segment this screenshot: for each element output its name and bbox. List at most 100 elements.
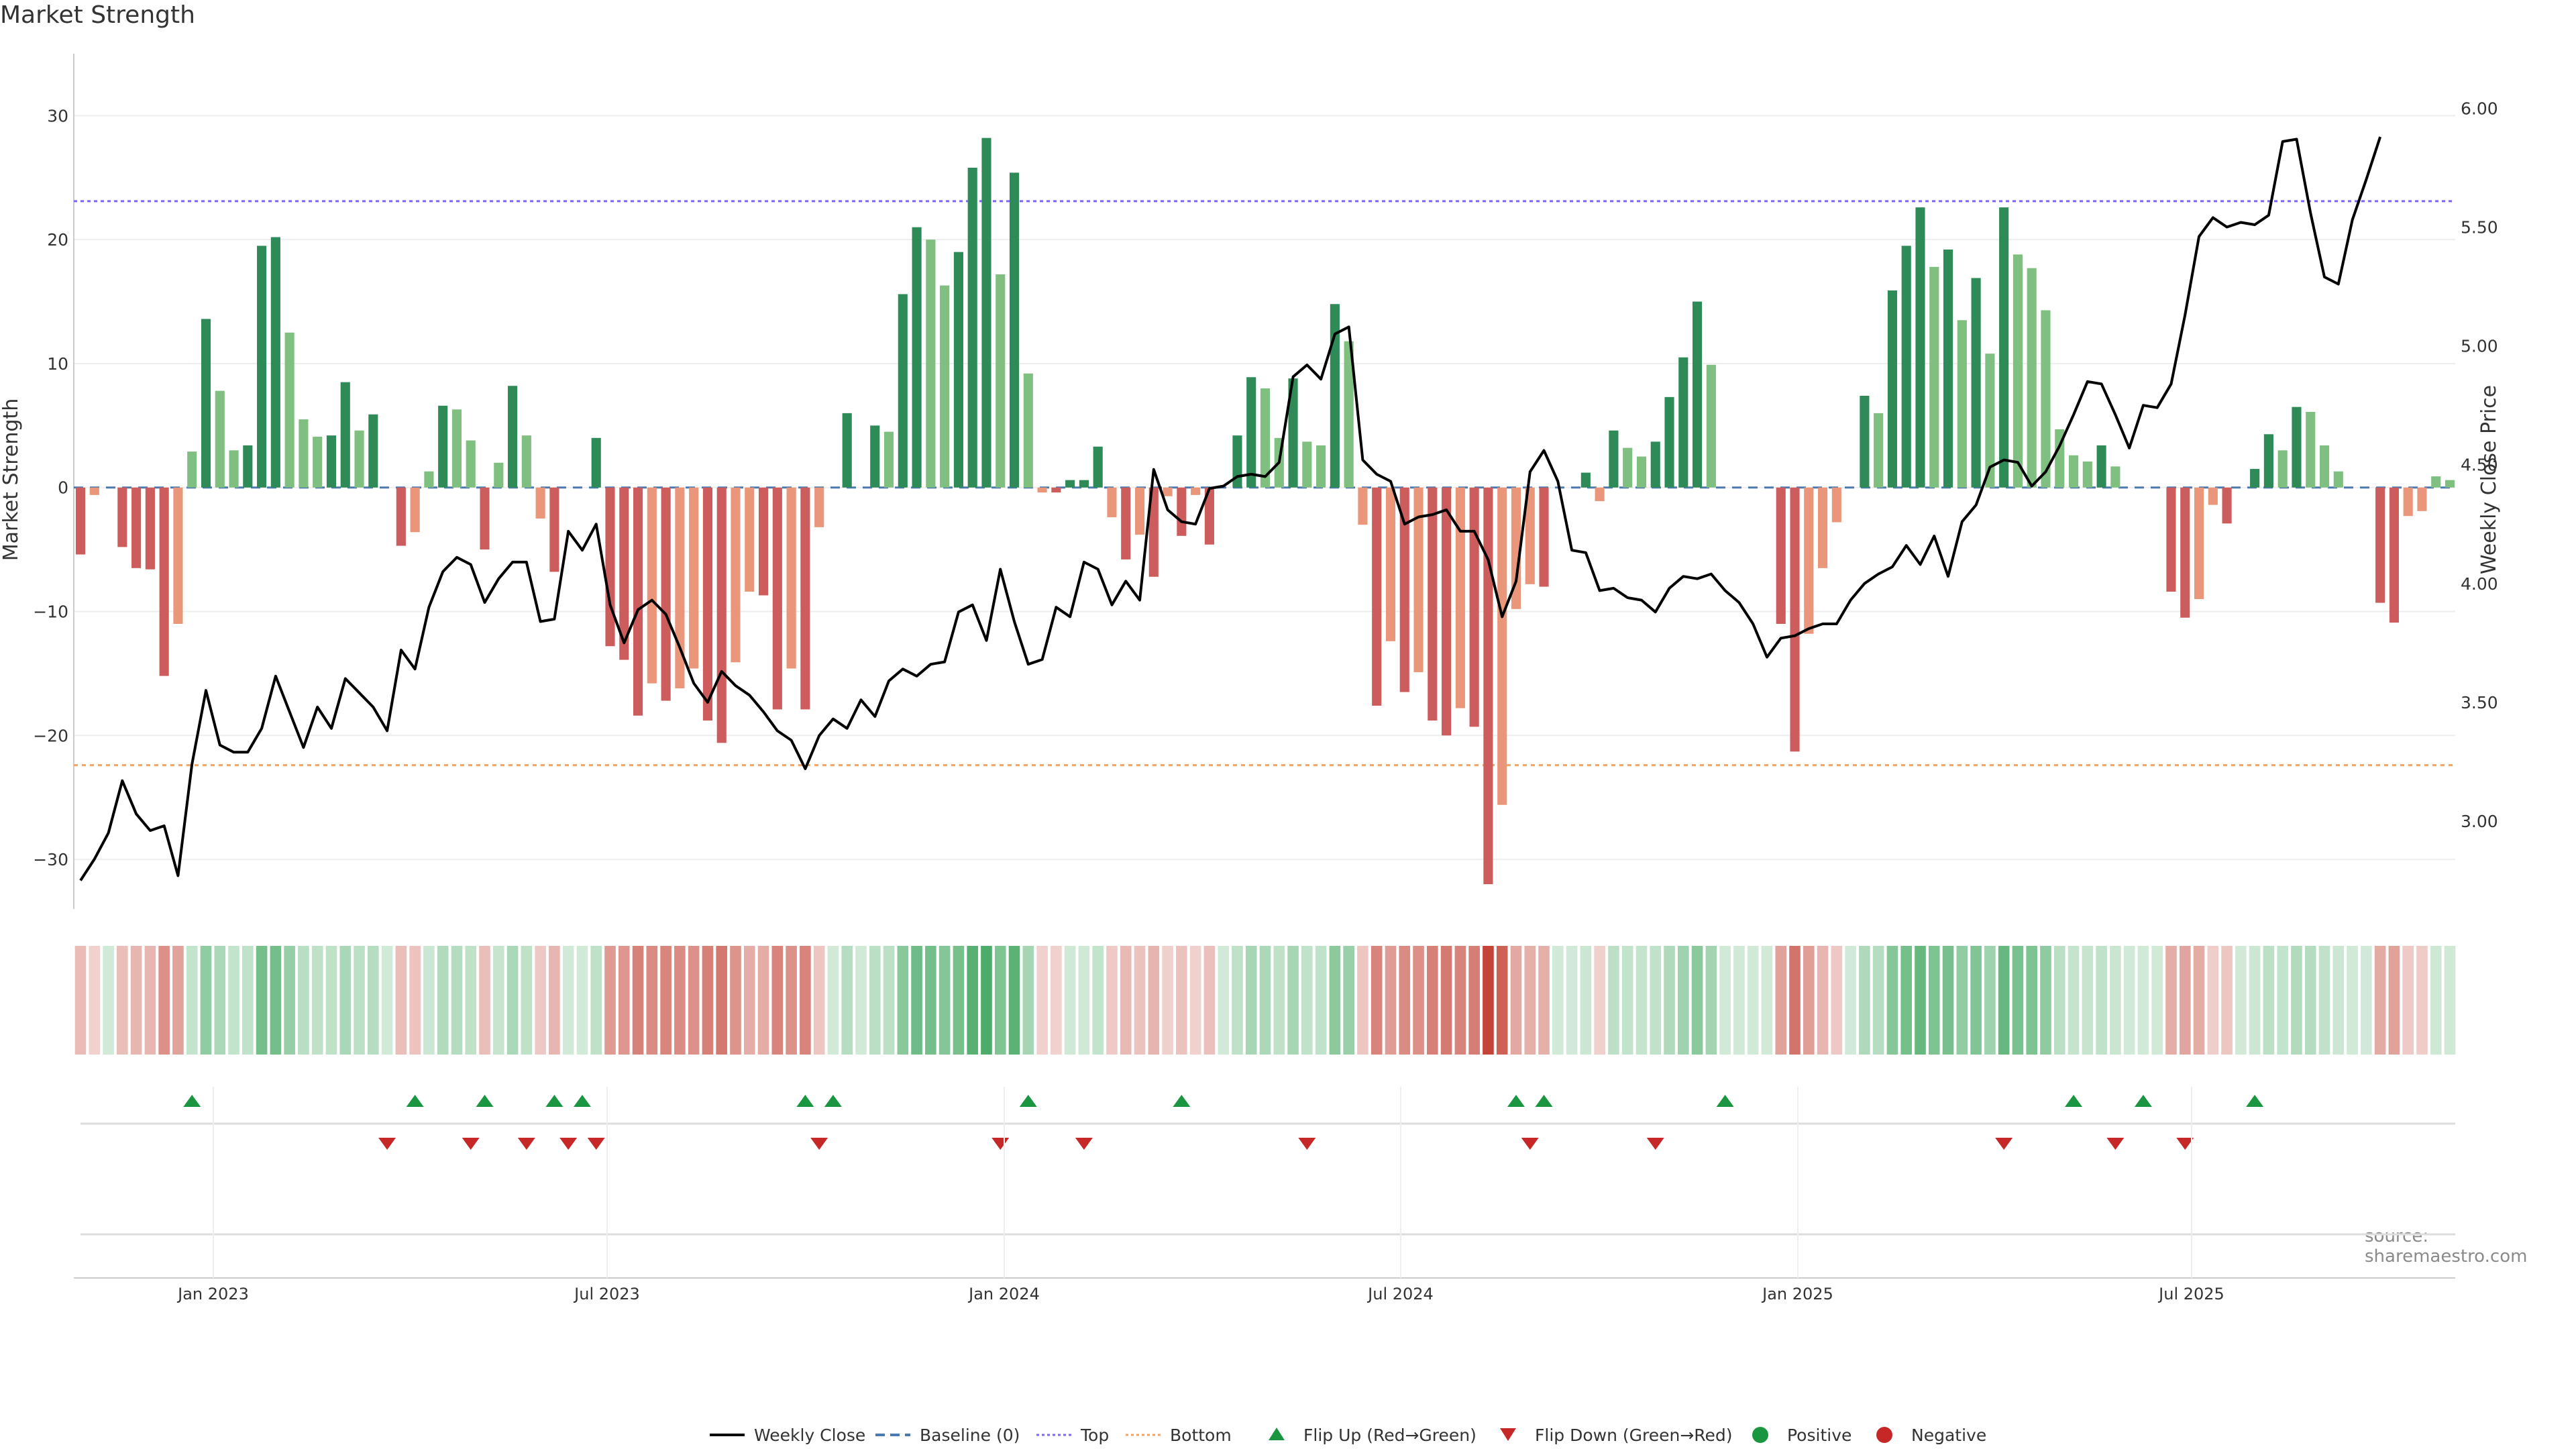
flip-up-marker [1535, 1095, 1553, 1107]
strength-bar [1372, 487, 1382, 706]
heat-cell [521, 946, 533, 1055]
strength-bar [2403, 487, 2413, 517]
heat-cell [2207, 946, 2219, 1055]
strength-bar [117, 487, 127, 547]
strength-bar [1079, 480, 1089, 488]
heat-cell [158, 946, 170, 1055]
y-tick-label: 20 [47, 230, 68, 250]
strength-bar [1817, 487, 1828, 568]
legend-label: Top [1080, 1426, 1109, 1445]
chart-title: Market Strength [0, 1, 195, 29]
heat-cell [1538, 946, 1550, 1055]
heat-cell [1942, 946, 1954, 1055]
heat-cell [2110, 946, 2121, 1055]
heat-cell [1413, 946, 1424, 1055]
strength-bar [159, 487, 169, 676]
strength-bar [396, 487, 406, 546]
strength-bar [926, 239, 936, 488]
heat-cell [953, 946, 965, 1055]
legend-label: Weekly Close [754, 1426, 865, 1445]
strength-bar [1121, 487, 1131, 559]
strength-bar [1929, 266, 1939, 488]
heat-cell [200, 946, 212, 1055]
heat-cell [1301, 946, 1313, 1055]
heat-cell [1970, 946, 1982, 1055]
heat-cell [1273, 946, 1285, 1055]
heat-cell [590, 946, 602, 1055]
strength-bar [772, 487, 782, 710]
source-note: source: sharemaestro.com [2365, 1226, 2528, 1267]
strength-bar [1316, 445, 1326, 488]
heat-cell [506, 946, 519, 1055]
strength-bar [1678, 357, 1688, 488]
heat-cell [2179, 946, 2191, 1055]
x-tick-label: Jan 2024 [967, 1285, 1040, 1303]
strength-bar [883, 431, 894, 488]
strength-bar [2319, 445, 2330, 488]
strength-bar [1134, 487, 1145, 535]
strength-bar [1037, 487, 1047, 493]
heat-cell [381, 946, 393, 1055]
strength-bar [1023, 373, 1033, 488]
heat-cell [1956, 946, 1968, 1055]
heat-cell [925, 946, 936, 1055]
strength-bar [1580, 472, 1591, 488]
flip-down-marker [1298, 1138, 1316, 1150]
strength-bar [2417, 487, 2427, 511]
heat-cell [409, 946, 421, 1055]
strength-bar [758, 487, 769, 596]
heat-cell [2374, 946, 2386, 1055]
heat-cell [1036, 946, 1048, 1055]
x-tick-label: Jan 2023 [176, 1285, 249, 1303]
y2-tick-label: 5.50 [2461, 218, 2498, 237]
strength-bar [2375, 487, 2385, 603]
heat-cell [576, 946, 588, 1055]
heat-cell [367, 946, 379, 1055]
strength-bar [1915, 207, 1925, 488]
y-tick-label: −20 [33, 726, 68, 745]
strength-bar [1330, 304, 1340, 488]
heat-cell [2347, 946, 2358, 1055]
weekly-close-line [79, 136, 2382, 881]
heat-cell [2444, 946, 2456, 1055]
heat-cell [1468, 946, 1480, 1055]
y2-tick-label: 6.00 [2461, 99, 2498, 118]
strength-bar [912, 227, 922, 488]
strength-bar [257, 246, 267, 488]
heat-cell [841, 946, 853, 1055]
heat-cell [1259, 946, 1271, 1055]
strength-bar [2068, 455, 2079, 488]
heat-cell [130, 946, 142, 1055]
strength-bar [410, 487, 420, 533]
heat-cell [1635, 946, 1648, 1055]
strength-bar [1706, 364, 1716, 488]
strength-bar [1539, 487, 1549, 587]
strength-bar [1204, 487, 1214, 545]
heat-cell [2249, 946, 2261, 1055]
strength-bar [1636, 456, 1647, 488]
strength-bar [1623, 447, 1633, 488]
heat-cell [1022, 946, 1034, 1055]
strength-bar [2389, 487, 2399, 623]
heat-cell [1984, 946, 1996, 1055]
flip-up-marker [1507, 1095, 1525, 1107]
strength-bar [745, 487, 755, 592]
strength-bar [689, 487, 699, 669]
heat-cell [2263, 946, 2275, 1055]
heat-cell [855, 946, 867, 1055]
heat-cell [214, 946, 226, 1055]
strength-bar [591, 437, 601, 488]
heat-cell [1859, 946, 1870, 1055]
heat-cell [1315, 946, 1327, 1055]
flip-up-marker [1019, 1095, 1037, 1107]
heat-cell [117, 946, 128, 1055]
heat-cell [1008, 946, 1020, 1055]
strength-bar [996, 274, 1006, 488]
x-tick-label: Jan 2025 [1761, 1285, 1833, 1303]
strength-bar [326, 435, 337, 488]
strength-bar [451, 409, 462, 488]
heat-cell [1733, 946, 1745, 1055]
heat-cell [2082, 946, 2094, 1055]
strength-bar [201, 319, 211, 488]
strength-bar [1609, 430, 1619, 488]
